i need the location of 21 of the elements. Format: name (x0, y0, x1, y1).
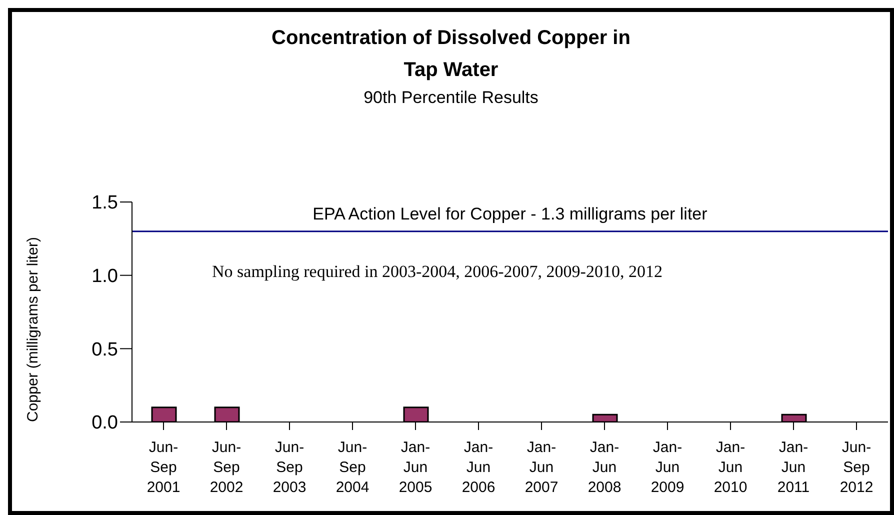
x-tick-label: Jun- Sep 2004 (336, 439, 370, 496)
x-tick-label: Jun- Sep 2001 (146, 439, 180, 496)
y-axis-title: Copper (milligrams per liter) (24, 236, 42, 422)
x-tick-label: Jun- Sep 2003 (272, 439, 306, 496)
ref-line-label: EPA Action Level for Copper - 1.3 milligrams per liter (312, 204, 708, 224)
chart-subtitle: 90th Percentile Results (362, 88, 540, 108)
y-tick-label: 1.5 (92, 192, 118, 214)
y-tick-label: 0.5 (92, 339, 118, 360)
x-tick-label: Jan- Jun 2009 (650, 439, 684, 496)
chart-title: Concentration of Dissolved Copper in Tap Water (271, 26, 631, 83)
x-tick-label: Jan- Jun 2005 (398, 439, 432, 496)
annotation: No sampling required in 2003-2004, 2006-2007, 2009-2010, 2012 (212, 262, 662, 282)
y-tick-label: 0.0 (92, 412, 118, 434)
x-tick-label: Jan- Jun 2011 (777, 439, 810, 496)
x-tick-label: Jan- Jun 2006 (462, 439, 496, 496)
y-tick-label: 1.0 (92, 266, 118, 288)
x-tick-label: Jan- Jun 2008 (588, 439, 622, 496)
x-tick-label: Jun- Sep 2002 (210, 439, 244, 496)
x-tick-label: Jan- Jun 2007 (524, 439, 558, 496)
x-tick-label: Jun- Sep 2012 (840, 439, 874, 496)
x-tick-label: Jan- Jun 2010 (714, 439, 748, 496)
